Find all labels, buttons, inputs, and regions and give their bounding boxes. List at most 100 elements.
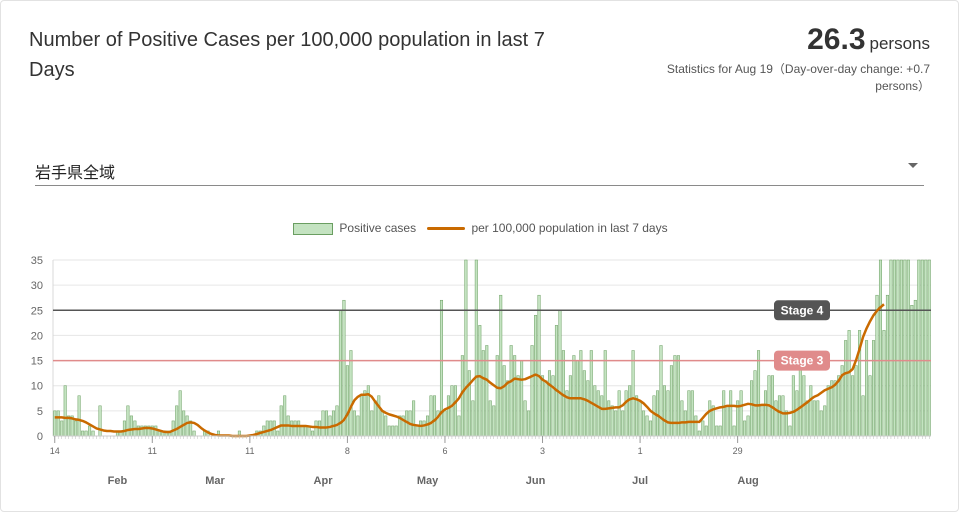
bar-positive-cases	[433, 395, 437, 437]
bar-positive-cases	[809, 385, 813, 437]
bar-positive-cases	[276, 430, 280, 437]
legend-line-label: per 100,000 population in last 7 days	[471, 220, 668, 235]
x-month-label: Feb	[108, 475, 128, 487]
bar-positive-cases	[920, 259, 924, 437]
bar-positive-cases	[739, 390, 743, 437]
x-day-label: 3	[540, 446, 545, 456]
bar-positive-cases	[892, 259, 896, 437]
bar-positive-cases	[624, 390, 628, 437]
bar-positive-cases	[297, 420, 301, 437]
bar-positive-cases	[60, 420, 64, 437]
bar-positive-cases	[471, 400, 475, 437]
bar-positive-cases	[889, 259, 893, 437]
bar-positive-cases	[457, 415, 461, 437]
bar-positive-cases	[547, 370, 551, 437]
bar-positive-cases	[872, 340, 876, 437]
bar-positive-cases	[290, 420, 294, 437]
bar-positive-cases	[464, 259, 468, 437]
chevron-down-icon[interactable]	[908, 163, 918, 168]
bar-positive-cases	[74, 420, 78, 437]
x-month-label: Mar	[205, 475, 225, 487]
bar-positive-cases	[910, 305, 914, 437]
bar-positive-cases	[509, 345, 513, 437]
bar-positive-cases	[924, 259, 928, 437]
bar-positive-cases	[499, 294, 503, 437]
bar-positive-cases	[520, 360, 524, 437]
bar-positive-cases	[927, 259, 931, 437]
bar-positive-cases	[899, 259, 903, 437]
bar-positive-cases	[513, 355, 517, 437]
legend-item-positive-cases[interactable]: Positive cases	[293, 221, 416, 235]
bar-positive-cases	[777, 395, 781, 437]
bar-positive-cases	[805, 400, 809, 437]
bar-positive-cases	[589, 350, 593, 437]
bar-positive-cases	[485, 345, 489, 437]
bar-positive-cases	[607, 400, 611, 437]
bar-positive-cases	[784, 410, 788, 437]
bar-positive-cases	[384, 415, 388, 437]
legend-bar-swatch	[293, 222, 334, 235]
bar-positive-cases	[861, 395, 865, 437]
bar-positive-cases	[837, 375, 841, 437]
bar-positive-cases	[788, 425, 792, 437]
bar-positive-cases	[331, 410, 335, 437]
bar-positive-cases	[171, 420, 175, 437]
bar-positive-cases	[669, 365, 673, 437]
stage-badge	[774, 300, 830, 321]
bar-positive-cases	[722, 390, 726, 437]
series-line-per-100k	[54, 303, 885, 438]
bar-positive-cases	[621, 410, 625, 437]
region-select[interactable]: 岩手県全域	[35, 151, 924, 186]
x-day-label: 11	[148, 446, 157, 456]
current-value-number: 26.3	[807, 23, 866, 56]
bar-positive-cases	[885, 294, 889, 437]
bar-positive-cases	[53, 410, 57, 437]
bar-positive-cases	[708, 400, 712, 437]
bar-positive-cases	[311, 430, 315, 437]
bar-positive-cases	[81, 430, 85, 437]
bar-positive-cases	[757, 350, 761, 437]
bar-positive-cases	[917, 259, 921, 437]
bar-positive-cases	[868, 375, 872, 437]
bar-positive-cases	[586, 380, 590, 437]
legend-item-per-100k[interactable]: per 100,000 population in last 7 days	[427, 220, 668, 235]
bar-positive-cases	[896, 259, 900, 437]
bar-positive-cases	[293, 420, 297, 437]
bar-positive-cases	[523, 400, 527, 437]
bar-positive-cases	[325, 410, 329, 437]
bar-positive-cases	[178, 390, 182, 437]
bar-positive-cases	[844, 340, 848, 437]
bar-positive-cases	[732, 425, 736, 437]
bar-positive-cases	[750, 380, 754, 437]
bar-positive-cases	[527, 410, 531, 437]
current-value: 26.3 persons	[807, 23, 930, 57]
bar-positive-cases	[314, 420, 318, 437]
y-tick-label: 15	[31, 356, 43, 368]
bar-positive-cases	[743, 420, 747, 437]
bar-positive-cases	[495, 355, 499, 437]
bar-positive-cases	[478, 325, 482, 437]
stage-badge	[774, 350, 830, 371]
bar-positive-cases	[544, 380, 548, 437]
bar-positive-cases	[847, 330, 851, 437]
bar-positive-cases	[830, 380, 834, 437]
bar-positive-cases	[185, 415, 189, 437]
bar-positive-cases	[335, 405, 339, 437]
bar-positive-cases	[363, 390, 367, 437]
bar-positive-cases	[415, 425, 419, 437]
bar-positive-cases	[530, 345, 534, 437]
statistics-note: Statistics for Aug 19（Day-over-day chang…	[666, 62, 930, 93]
bar-positive-cases	[913, 299, 917, 437]
bar-positive-cases	[175, 405, 179, 437]
bar-positive-cases	[628, 385, 632, 437]
bar-positive-cases	[725, 405, 729, 437]
bar-positive-cases	[84, 430, 88, 437]
bar-positive-cases	[781, 395, 785, 437]
bar-positive-cases	[715, 425, 719, 437]
bar-positive-cases	[697, 430, 701, 437]
bar-positive-cases	[91, 430, 95, 437]
bar-positive-cases	[812, 400, 816, 437]
y-tick-label: 25	[31, 305, 43, 317]
bar-positive-cases	[429, 395, 433, 437]
bar-positive-cases	[798, 365, 802, 437]
